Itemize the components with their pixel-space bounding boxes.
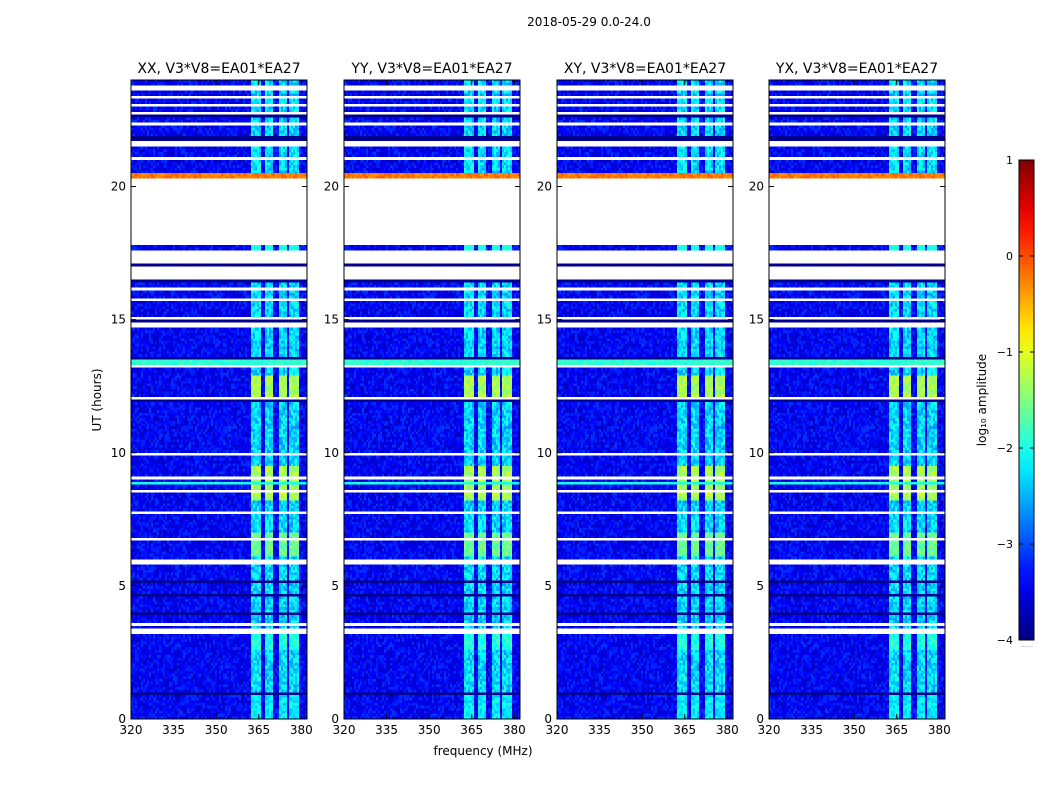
y-tick-label: 5: [756, 579, 764, 593]
waterfall-image: [131, 80, 307, 719]
y-tick-label: 15: [537, 313, 552, 327]
y-axis-label: UT (hours): [90, 368, 104, 431]
panel-2: YY, V3*V8=EA01*EA27 320 335 350 365 380 0 5 10 15…: [324, 61, 526, 737]
waterfall-image: [344, 80, 520, 719]
x-tick-label: 380: [503, 723, 526, 737]
x-tick-label: 350: [631, 723, 654, 737]
y-tick-label: 5: [331, 579, 339, 593]
x-tick-label: 320: [120, 723, 143, 737]
y-tick-label: 10: [324, 446, 339, 460]
colorbar-under-marker: ......: [1020, 641, 1033, 649]
y-tick-label: 20: [111, 180, 126, 194]
x-tick-label: 335: [588, 723, 611, 737]
x-tick-label: 380: [928, 723, 951, 737]
colorbar-tick-label: −3: [997, 538, 1013, 551]
x-tick-label: 365: [673, 723, 696, 737]
panels: XX, V3*V8=EA01*EA27 320 335 350 365 380 0 5 10 15…: [111, 61, 951, 737]
colorbar-label: log₁₀ amplitude: [975, 354, 989, 446]
waterfall-image: [557, 80, 733, 719]
panel-title: XX, V3*V8=EA01*EA27: [137, 61, 300, 77]
x-tick-label: 350: [843, 723, 866, 737]
x-tick-label: 320: [758, 723, 781, 737]
panel-1: XX, V3*V8=EA01*EA27 320 335 350 365 380 0 5 10 15…: [111, 61, 313, 737]
panel-4: YX, V3*V8=EA01*EA27 320 335 350 365 380 0 5 10 15…: [749, 61, 951, 737]
y-tick-label: 0: [756, 712, 764, 726]
y-tick-label: 20: [537, 180, 552, 194]
x-tick-label: 335: [375, 723, 398, 737]
colorbar-gradient: [1018, 159, 1035, 641]
panel-3: XY, V3*V8=EA01*EA27 320 335 350 365 380 0 5 10 15…: [537, 61, 739, 737]
x-tick-label: 320: [546, 723, 569, 737]
panel-title: YY, V3*V8=EA01*EA27: [350, 61, 512, 77]
x-tick-label: 380: [716, 723, 739, 737]
y-tick-label: 20: [324, 180, 339, 194]
y-tick-label: 0: [118, 712, 126, 726]
y-tick-label: 10: [537, 446, 552, 460]
axes-frame: [768, 79, 946, 720]
y-tick-label: 15: [324, 313, 339, 327]
x-axis-label: frequency (MHz): [433, 744, 532, 758]
y-tick-label: 15: [749, 313, 764, 327]
x-tick-label: 365: [460, 723, 483, 737]
colorbar-tick-label: 1: [1006, 154, 1013, 167]
x-tick-label: 365: [885, 723, 908, 737]
x-tick-label: 365: [247, 723, 270, 737]
colorbar-tick-label: −1: [997, 346, 1013, 359]
y-tick-label: 0: [331, 712, 339, 726]
axes-frame: [130, 79, 308, 720]
y-tick-label: 5: [118, 579, 126, 593]
waterfall-image: [769, 80, 945, 719]
x-tick-label: 335: [800, 723, 823, 737]
colorbar: 1 0 −1 −2 −3 −4 log₁₀ amplitude......: [975, 154, 1035, 649]
colorbar-tick-label: 0: [1006, 250, 1013, 263]
y-tick-label: 20: [749, 180, 764, 194]
axes-frame: [343, 79, 521, 720]
x-tick-label: 320: [333, 723, 356, 737]
y-tick-label: 10: [749, 446, 764, 460]
axes-frame: [556, 79, 734, 720]
x-tick-label: 350: [205, 723, 228, 737]
x-tick-label: 380: [290, 723, 313, 737]
panel-title: YX, V3*V8=EA01*EA27: [775, 61, 938, 77]
panel-title: XY, V3*V8=EA01*EA27: [564, 61, 726, 77]
x-tick-label: 335: [162, 723, 185, 737]
y-tick-label: 5: [544, 579, 552, 593]
y-tick-label: 15: [111, 313, 126, 327]
x-tick-label: 350: [418, 723, 441, 737]
colorbar-tick-label: −2: [997, 442, 1013, 455]
y-tick-label: 10: [111, 446, 126, 460]
figure-title: 2018-05-29 0.0-24.0: [527, 15, 651, 29]
colorbar-tick-label: −4: [997, 634, 1013, 647]
y-tick-label: 0: [544, 712, 552, 726]
